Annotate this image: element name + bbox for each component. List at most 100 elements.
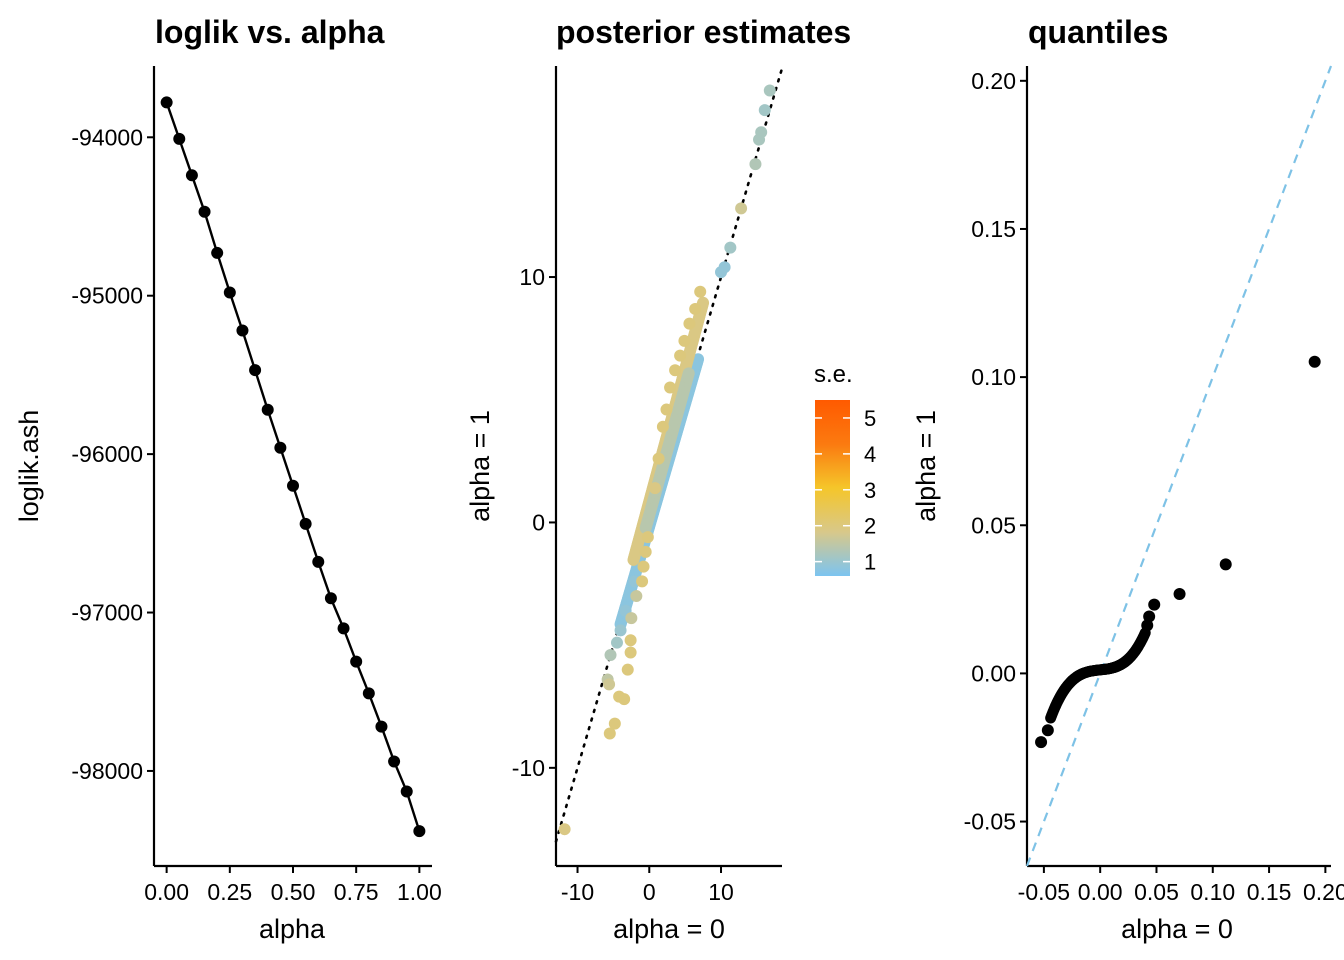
- loglik-data-point: [185, 169, 198, 182]
- posterior-data-point: [614, 624, 627, 637]
- loglik-plot-marks: 0.00 0.25 0.50 0.75 1.00 -94000 -95000 -96000 -9…: [71, 66, 442, 905]
- loglik-x-tick-label: 1.00: [397, 879, 442, 905]
- posterior-data-point: [636, 575, 649, 588]
- posterior-data-point: [608, 717, 621, 730]
- posterior-data-point: [624, 634, 637, 647]
- posterior-y-tick-label: -10: [512, 755, 545, 781]
- posterior-panel-title: posterior estimates: [556, 14, 851, 50]
- posterior-data-point: [755, 126, 768, 139]
- posterior-data-point: [763, 84, 776, 97]
- posterior-reference-line: [554, 67, 784, 843]
- loglik-data-point: [198, 205, 211, 218]
- posterior-y-axis-label: alpha = 1: [465, 410, 495, 522]
- loglik-data-point: [324, 592, 337, 605]
- posterior-data-point: [630, 590, 643, 603]
- loglik-y-tick-label: -94000: [71, 124, 143, 150]
- quantiles-data-point: [1041, 724, 1054, 737]
- posterior-data-point: [678, 334, 691, 347]
- quantiles-y-tick-label: 0.20: [971, 68, 1016, 94]
- se-legend-title: s.e.: [814, 361, 853, 388]
- posterior-y-tick-label: 0: [532, 509, 545, 535]
- quantiles-x-tick-label: -0.05: [1018, 879, 1070, 905]
- posterior-x-tick-label: -10: [561, 879, 594, 905]
- loglik-data-point: [249, 364, 262, 377]
- posterior-x-tick-label: 10: [708, 879, 734, 905]
- quantiles-data-point: [1308, 355, 1321, 368]
- loglik-data-point: [211, 246, 224, 259]
- quantiles-x-tick-label: 0.05: [1134, 879, 1179, 905]
- loglik-data-point: [350, 655, 363, 668]
- loglik-data-point: [400, 785, 413, 798]
- loglik-data-point: [413, 825, 426, 838]
- posterior-data-point: [603, 678, 616, 691]
- posterior-data-point: [718, 261, 731, 274]
- quantiles-y-tick-label: 0.05: [971, 512, 1016, 538]
- loglik-data-point: [173, 132, 186, 145]
- se-color-bar: [815, 400, 850, 576]
- posterior-data-point: [637, 560, 650, 573]
- loglik-data-point: [274, 441, 287, 454]
- loglik-y-tick-label: -98000: [71, 758, 143, 784]
- posterior-data-point: [603, 727, 616, 740]
- quantiles-y-tick-label: -0.05: [964, 809, 1016, 835]
- loglik-data-point: [299, 517, 312, 530]
- posterior-plot-marks: -10 0 10 -10 0 10: [512, 66, 784, 905]
- quantiles-data-point: [1173, 588, 1186, 600]
- posterior-data-point: [674, 349, 687, 362]
- quantiles-x-tick-label: 0.15: [1247, 879, 1292, 905]
- se-legend-tick-label: 4: [864, 442, 876, 467]
- loglik-y-tick-label: -97000: [71, 600, 143, 626]
- posterior-data-point: [692, 353, 705, 366]
- loglik-data-point: [160, 96, 173, 109]
- loglik-data-point: [312, 555, 325, 568]
- quantiles-y-tick-label: 0.10: [971, 364, 1016, 390]
- posterior-data-point: [664, 381, 677, 394]
- loglik-data-point: [388, 755, 401, 768]
- posterior-data-point: [604, 648, 617, 661]
- se-legend-tick-label: 3: [864, 478, 876, 503]
- quantiles-y-tick-label: 0.15: [971, 216, 1016, 242]
- posterior-points: [558, 84, 776, 836]
- se-legend-tick-label: 2: [864, 514, 876, 539]
- posterior-x-axis-label: alpha = 0: [613, 914, 725, 944]
- quantiles-x-tick-label: 0.20: [1303, 879, 1344, 905]
- posterior-data-point: [694, 285, 707, 298]
- se-legend: s.e. 1 2 3 4 5: [814, 361, 876, 576]
- loglik-y-axis-label: loglik.ash: [14, 410, 44, 523]
- posterior-data-point: [624, 646, 637, 659]
- posterior-data-point: [610, 636, 623, 649]
- posterior-data-point: [649, 482, 662, 495]
- loglik-x-tick-label: 0.50: [271, 879, 316, 905]
- loglik-x-tick-label: 0.75: [334, 879, 379, 905]
- loglik-data-point: [337, 622, 350, 635]
- loglik-data-point: [362, 687, 375, 700]
- loglik-x-axis-label: alpha: [259, 914, 326, 944]
- loglik-x-tick-label: 0.25: [207, 879, 252, 905]
- quantiles-points: [1035, 355, 1321, 749]
- quantiles-panel-title: quantiles: [1028, 14, 1168, 50]
- loglik-y-tick-label: -96000: [71, 441, 143, 467]
- posterior-data-point: [749, 158, 762, 171]
- posterior-data-point: [758, 104, 771, 117]
- se-legend-tick-label: 1: [864, 550, 876, 575]
- posterior-data-point: [652, 452, 665, 465]
- loglik-data-point: [375, 720, 388, 733]
- quantiles-data-point: [1148, 598, 1161, 611]
- posterior-data-point: [683, 317, 696, 330]
- se-legend-tick-label: 5: [864, 406, 876, 431]
- se-legend-ticks: 1 2 3 4 5: [815, 406, 876, 575]
- loglik-data-point: [236, 324, 249, 337]
- posterior-data-point: [641, 531, 654, 544]
- posterior-data-point: [682, 367, 695, 380]
- posterior-x-tick-label: 0: [643, 879, 656, 905]
- posterior-data-point: [618, 693, 631, 706]
- loglik-y-tick-label: -95000: [71, 283, 143, 309]
- quantiles-panel: quantiles alpha = 0 alpha = 1 -0.05 0.00 0…: [911, 14, 1344, 944]
- posterior-data-point: [689, 302, 702, 315]
- quantiles-y-axis-label: alpha = 1: [911, 410, 941, 522]
- posterior-data-point: [735, 202, 748, 215]
- quantiles-data-point: [1143, 610, 1156, 623]
- loglik-data-point: [261, 403, 274, 416]
